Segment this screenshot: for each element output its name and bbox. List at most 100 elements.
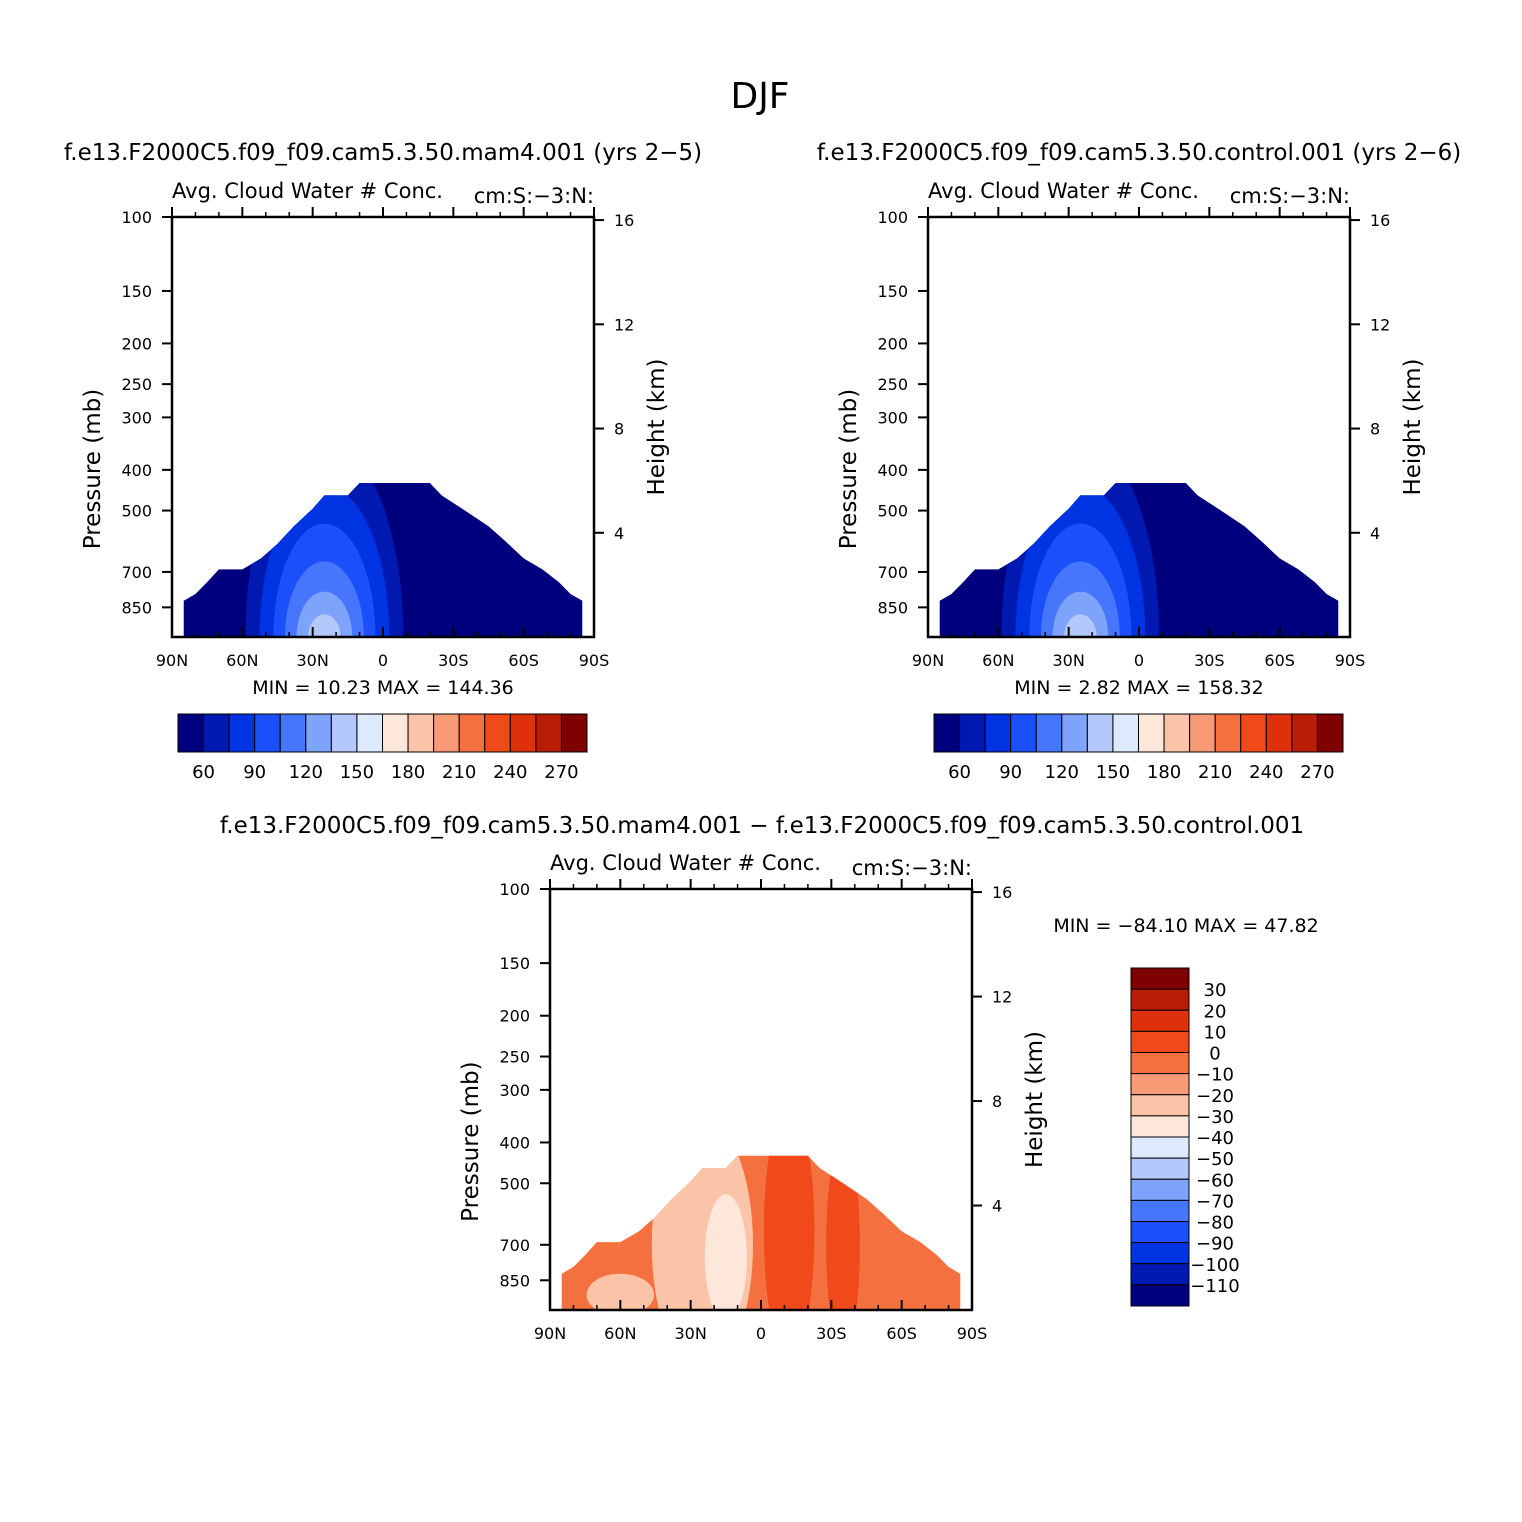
y-tick-label: 250	[121, 375, 152, 394]
x-tick-label: 90N	[156, 651, 188, 670]
y2-tick-label: 16	[1370, 211, 1390, 230]
colorbar-box	[458, 713, 486, 753]
x-tick-label: 0	[756, 1324, 766, 1343]
colorbar-label: −30	[1196, 1107, 1234, 1128]
x-tick-label: 0	[378, 651, 388, 670]
colorbar-label: 180	[391, 762, 425, 783]
y2-tick-label: 4	[614, 524, 624, 543]
colorbar-box	[1130, 1052, 1190, 1075]
colorbar-box	[1130, 1136, 1190, 1159]
x-tick-label: 60S	[1264, 651, 1295, 670]
x-tick-label: 30N	[675, 1324, 707, 1343]
y-tick-label: 100	[121, 208, 152, 227]
colorbar-box	[1130, 1284, 1190, 1307]
colorbar-box	[254, 713, 281, 753]
y-tick-label: 400	[121, 461, 152, 480]
colorbar-label: 20	[1204, 1001, 1227, 1022]
panel-c-title: f.e13.F2000C5.f09_f09.cam5.3.50.mam4.001…	[220, 813, 1304, 839]
x-tick-label: 90S	[579, 651, 610, 670]
y-tick-label: 700	[877, 563, 908, 582]
colorbar-label: 90	[999, 762, 1022, 783]
colorbar-box	[1189, 713, 1216, 753]
colorbar-box	[1130, 1157, 1190, 1180]
colorbar-box	[1130, 1178, 1190, 1201]
x-tick-label: 60N	[982, 651, 1014, 670]
colorbar-label: 90	[243, 762, 266, 783]
colorbar-label: 240	[493, 762, 527, 783]
colorbar-box	[1130, 967, 1190, 990]
colorbar-box	[1061, 713, 1088, 753]
colorbar-box	[1130, 988, 1190, 1011]
colorbar-box	[1130, 1221, 1190, 1244]
colorbar-box	[1214, 713, 1242, 753]
colorbar-box	[1010, 713, 1037, 753]
y2-tick-label: 8	[614, 420, 624, 439]
contour-fill	[284, 561, 364, 637]
colorbar-box	[535, 713, 562, 753]
y2-tick-label: 4	[1370, 524, 1380, 543]
left-subtitle: Avg. Cloud Water # Conc.	[172, 179, 443, 203]
contour-fill	[296, 591, 353, 637]
y-tick-label: 200	[877, 334, 908, 353]
left-subtitle: Avg. Cloud Water # Conc.	[928, 179, 1199, 203]
colorbar-box	[1130, 1242, 1190, 1265]
colorbar-box	[484, 713, 511, 753]
panel-a-title: f.e13.F2000C5.f09_f09.cam5.3.50.mam4.001…	[64, 140, 702, 166]
y-tick-label: 400	[877, 461, 908, 480]
x-tick-label: 30S	[1194, 651, 1225, 670]
y-tick-label: 150	[499, 954, 530, 973]
y2-axis-label: Height (km)	[1022, 1031, 1048, 1168]
colorbar-label: 210	[442, 762, 476, 783]
y-tick-label: 200	[121, 334, 152, 353]
y-tick-label: 700	[499, 1236, 530, 1255]
colorbar-box	[1240, 713, 1267, 753]
contour-fill	[704, 1194, 747, 1310]
colorbar-label: 270	[544, 762, 578, 783]
x-tick-label: 90S	[957, 1324, 988, 1343]
colorbar-label: 60	[948, 762, 971, 783]
right-subtitle: cm:S:−3:N:	[852, 856, 972, 880]
colorbar-box	[509, 713, 537, 753]
contour-fill	[586, 1273, 655, 1310]
colorbar-label: 180	[1147, 762, 1181, 783]
y-axis-label: Pressure (mb)	[836, 389, 862, 549]
right-subtitle: cm:S:−3:N:	[1230, 184, 1350, 208]
colorbar-box	[177, 713, 205, 753]
x-tick-label: 60N	[604, 1324, 636, 1343]
x-tick-label: 90S	[1335, 651, 1366, 670]
y2-axis-label: Height (km)	[644, 358, 670, 495]
colorbar-label: 120	[289, 762, 323, 783]
x-tick-label: 60N	[226, 651, 258, 670]
colorbar-box	[1138, 713, 1165, 753]
colorbar-box	[1130, 1009, 1190, 1032]
y-tick-label: 850	[499, 1271, 530, 1290]
colorbar-box	[330, 713, 358, 753]
y-axis-label: Pressure (mb)	[458, 1061, 484, 1221]
colorbar-label: 60	[192, 762, 215, 783]
colorbar-box	[1130, 1073, 1190, 1096]
x-tick-label: 90N	[534, 1324, 566, 1343]
colorbar-box	[279, 713, 307, 753]
colorbar-box	[305, 713, 332, 753]
colorbar-label: 270	[1300, 762, 1334, 783]
y-axis-label: Pressure (mb)	[80, 389, 106, 549]
x-tick-label: 90N	[912, 651, 944, 670]
y-tick-label: 400	[499, 1133, 530, 1152]
colorbar-label: 30	[1204, 980, 1227, 1001]
contour-fill	[1040, 561, 1120, 637]
colorbar-box	[1130, 1199, 1190, 1222]
y2-tick-label: 16	[614, 211, 634, 230]
y-tick-label: 150	[877, 282, 908, 301]
colorbar-box	[1265, 713, 1293, 753]
figure-title: DJF	[730, 76, 789, 117]
colorbar-label: 240	[1249, 762, 1283, 783]
colorbar-box	[1130, 1263, 1190, 1286]
y2-tick-label: 16	[992, 883, 1012, 902]
colorbar-box	[1130, 1094, 1190, 1117]
colorbar-box	[1086, 713, 1114, 753]
min-max-stats: MIN = 10.23 MAX = 144.36	[252, 677, 514, 699]
colorbar-label: −80	[1196, 1213, 1234, 1234]
x-tick-label: 30N	[1053, 651, 1085, 670]
colorbar-box	[433, 713, 460, 753]
